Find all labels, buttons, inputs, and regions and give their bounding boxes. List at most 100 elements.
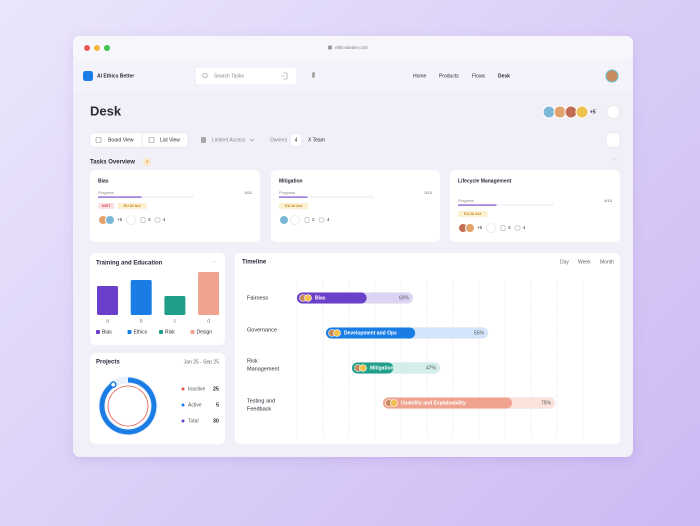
tag-label: EU AI Act: [464, 212, 482, 216]
legend-label: Design: [197, 329, 213, 335]
nav-link[interactable]: Desk: [498, 73, 510, 79]
progress-value: 5/11: [245, 190, 253, 195]
card-title: Training and Education: [96, 261, 163, 267]
nav-link[interactable]: Products: [439, 73, 459, 79]
avatar: [304, 294, 312, 302]
nav-link[interactable]: Home: [413, 73, 427, 79]
range-option[interactable]: Day: [560, 259, 569, 265]
stat-label: Active: [188, 402, 202, 408]
access-select[interactable]: Limited Access: [212, 137, 246, 143]
enter-icon: [281, 72, 288, 80]
team-select[interactable]: X Team: [308, 137, 325, 143]
owners-badge: [291, 135, 301, 145]
close-dot[interactable]: [84, 45, 90, 51]
row-label: Governance: [247, 327, 277, 333]
progress-track: [279, 196, 374, 198]
add-button[interactable]: [606, 105, 620, 119]
url[interactable]: ethicsbetter.com: [335, 45, 368, 50]
avatar: [359, 364, 367, 372]
row-label: Management: [247, 366, 280, 372]
user-avatar[interactable]: [605, 69, 619, 83]
search-placeholder[interactable]: Search Tasks: [214, 73, 244, 79]
tag: [117, 203, 147, 209]
chevron: [249, 138, 255, 142]
board-icon: [95, 137, 102, 143]
file-icon: [500, 225, 506, 231]
task-title: Lifecycle Management: [458, 178, 512, 184]
ring-inner: [107, 385, 149, 427]
maximize-dot[interactable]: [104, 45, 110, 51]
view-toggle: [89, 132, 189, 148]
mic-icon[interactable]: [312, 72, 315, 78]
tag: [98, 203, 115, 209]
owners-count: 4: [295, 137, 298, 143]
brand[interactable]: AI Ethics Better: [97, 73, 134, 79]
lock-icon: [328, 45, 332, 50]
file-icon: [140, 217, 146, 223]
add-person[interactable]: [290, 215, 300, 225]
nav-link[interactable]: Flows: [472, 73, 486, 79]
avatar: [465, 223, 475, 233]
x-tick-label: b: [140, 318, 143, 324]
view-option[interactable]: Board View: [108, 137, 134, 143]
range-option[interactable]: Week: [578, 259, 591, 265]
progress-fill: [279, 196, 308, 198]
extra-people: +5: [117, 217, 123, 222]
comment-count: 4: [327, 217, 330, 222]
stat-value: 25: [213, 386, 219, 392]
legend-label: Ethics: [134, 329, 148, 335]
comment-icon: [318, 217, 325, 223]
add-person[interactable]: [486, 223, 496, 233]
bar-fill[interactable]: [326, 327, 416, 339]
progress-label: Progress: [279, 190, 295, 195]
section-title: Tasks Overview: [90, 160, 135, 166]
search-box[interactable]: [194, 66, 298, 86]
minimize-dot[interactable]: [94, 45, 100, 51]
count-badge: [143, 158, 151, 166]
nav-bar: [73, 60, 633, 92]
period: Jan 25 - Sep 25: [184, 359, 220, 365]
bar-fill[interactable]: [383, 397, 512, 409]
bar-fill[interactable]: [297, 292, 367, 304]
x-tick-label: a: [106, 318, 109, 324]
task-title: Bias: [98, 178, 109, 184]
stat-label: Inactive: [188, 386, 205, 392]
add-person[interactable]: [126, 215, 136, 225]
task-label: Usability and Explainability: [401, 400, 466, 406]
progress-label: Progress: [458, 198, 474, 203]
x-tick-label: d: [207, 318, 210, 324]
stat-dot: [181, 419, 185, 423]
view-option[interactable]: List View: [160, 137, 180, 143]
task-label: Mitigation: [370, 365, 394, 371]
range-option[interactable]: Month: [600, 259, 614, 265]
timeline-card: [235, 253, 620, 444]
title-bar: [73, 36, 633, 60]
owners-label: Owners: [270, 137, 288, 143]
stat-value: 30: [213, 418, 219, 424]
ring-active: [99, 377, 157, 435]
comment-icon: [154, 217, 161, 223]
legend-swatch: [159, 330, 163, 334]
percent-label: 75%: [541, 400, 552, 406]
more[interactable]: ···: [211, 259, 216, 265]
task-title: Mitigation: [279, 178, 303, 184]
bar-chart: a Bias b Ethics c Risk d Design: [96, 272, 220, 335]
percent-label: 47%: [426, 365, 437, 371]
list-icon: [148, 137, 155, 143]
file-count: 2: [312, 217, 315, 222]
page-title: Desk: [90, 103, 122, 118]
task-card[interactable]: [90, 170, 260, 242]
task-label: Bias: [315, 295, 326, 301]
training-card: [90, 253, 225, 345]
progress-value: 3/10: [424, 190, 433, 195]
logo[interactable]: [83, 71, 93, 81]
legend-swatch: [190, 330, 195, 334]
row-label: Testing and: [247, 398, 275, 404]
more[interactable]: ···: [613, 157, 618, 163]
chat-button[interactable]: [605, 132, 621, 148]
task-card[interactable]: [271, 170, 440, 242]
task-label: Development and Ops: [344, 330, 397, 336]
team-avatar: [542, 105, 556, 119]
row-label: Risk: [247, 358, 258, 364]
